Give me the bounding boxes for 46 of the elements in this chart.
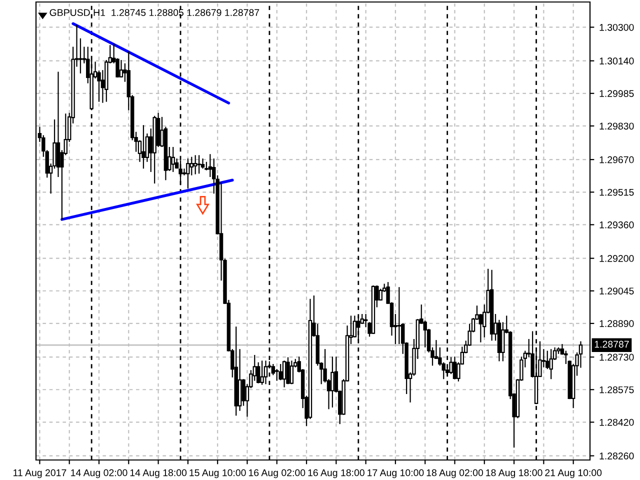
candlestick bbox=[78, 38, 82, 74]
x-tick-label: 14 Aug 18:00 bbox=[130, 469, 187, 478]
y-tick-label: 1.29670 bbox=[600, 156, 634, 164]
candlestick bbox=[197, 154, 201, 174]
x-tick-label: 21 Aug 10:00 bbox=[545, 469, 602, 478]
x-tick-label: 11 Aug 2017 bbox=[14, 469, 66, 478]
candlestick bbox=[119, 59, 124, 78]
x-tick-label: 18 Aug 18:00 bbox=[486, 469, 542, 478]
y-tick-label: 1.29985 bbox=[600, 90, 634, 98]
x-tick-label: 16 Aug 18:00 bbox=[308, 469, 364, 478]
x-tick-label: 14 Aug 02:00 bbox=[71, 469, 128, 478]
candlestick bbox=[549, 348, 553, 380]
y-tick-label: 1.30300 bbox=[600, 24, 634, 31]
y-tick-label: 1.29200 bbox=[600, 255, 634, 262]
y-tick-label: 1.28260 bbox=[600, 452, 634, 460]
x-tick-label: 16 Aug 02:00 bbox=[248, 469, 306, 478]
candlestick bbox=[186, 158, 190, 190]
candlestick bbox=[290, 360, 294, 385]
candlestick bbox=[193, 154, 198, 175]
candlestick bbox=[452, 356, 457, 380]
y-tick-label: 1.29360 bbox=[600, 221, 634, 228]
x-tick-label: 17 Aug 10:00 bbox=[368, 469, 424, 478]
candlestick bbox=[190, 156, 194, 176]
candlestick bbox=[397, 286, 402, 345]
y-tick-label: 1.30140 bbox=[600, 58, 634, 64]
y-tick-label: 1.28575 bbox=[600, 386, 634, 394]
y-tick-label: 1.29515 bbox=[600, 188, 634, 196]
y-tick-label: 1.28420 bbox=[600, 418, 634, 426]
candlestick bbox=[278, 363, 282, 381]
candlestick bbox=[546, 350, 550, 370]
candlestick bbox=[330, 356, 334, 408]
x-tick-label: 18 Aug 02:00 bbox=[426, 469, 484, 478]
y-tick-label: 1.29830 bbox=[600, 122, 634, 130]
candlestick bbox=[282, 360, 286, 388]
candlestick bbox=[275, 368, 279, 382]
candlestick bbox=[200, 158, 205, 170]
candlestick bbox=[286, 356, 290, 385]
candlestick bbox=[260, 360, 264, 386]
text: GBPUSD,H1 1.28745 1.28805 1.28679 1.28787 bbox=[50, 9, 260, 18]
y-tick-label: 1.28890 bbox=[600, 320, 634, 328]
x-tick-label: 15 Aug 10:00 bbox=[190, 469, 246, 478]
y-tick-label: 1.29045 bbox=[600, 288, 634, 294]
candlestick bbox=[142, 124, 146, 170]
candlestick bbox=[171, 146, 175, 173]
ref-line-label: 1.28787 bbox=[594, 340, 629, 348]
y-tick-label: 1.28730 bbox=[600, 354, 634, 361]
